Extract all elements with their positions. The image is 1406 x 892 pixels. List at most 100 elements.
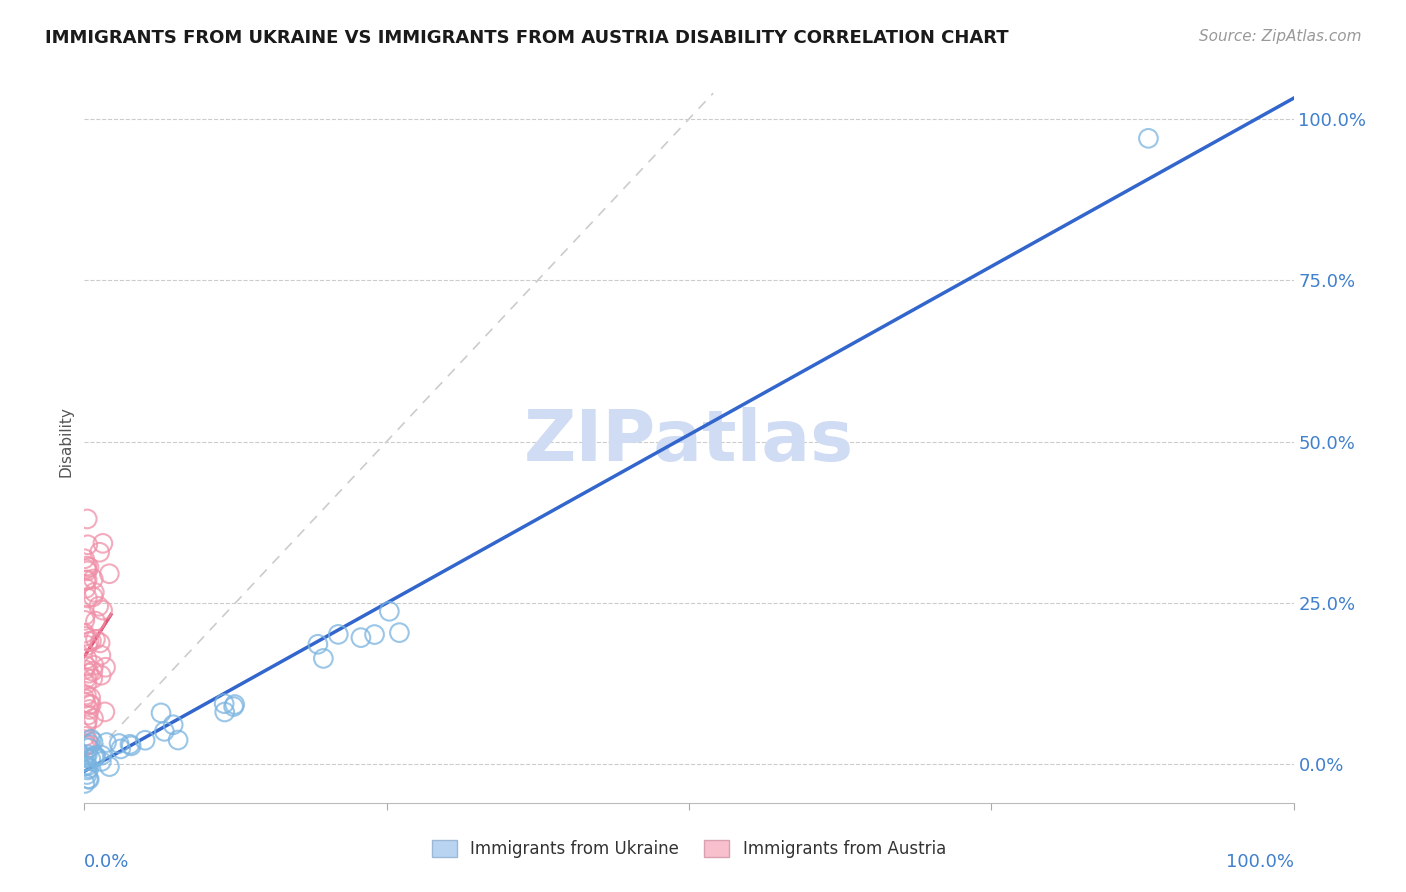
Point xyxy=(76,591,98,605)
Point xyxy=(363,627,385,641)
Point xyxy=(73,758,96,772)
Point xyxy=(150,706,173,720)
Point xyxy=(75,696,97,710)
Point xyxy=(76,564,98,578)
Point xyxy=(73,663,96,677)
Point xyxy=(75,737,97,751)
Point xyxy=(76,652,98,666)
Point xyxy=(76,759,98,773)
Point xyxy=(75,574,97,588)
Point xyxy=(76,562,98,576)
Point xyxy=(76,671,98,685)
Point xyxy=(110,742,132,756)
Point xyxy=(82,590,104,604)
Point xyxy=(76,733,98,747)
Point xyxy=(82,672,104,686)
Point xyxy=(153,724,176,739)
Point xyxy=(91,536,114,550)
Point xyxy=(89,636,111,650)
Text: IMMIGRANTS FROM UKRAINE VS IMMIGRANTS FROM AUSTRIA DISABILITY CORRELATION CHART: IMMIGRANTS FROM UKRAINE VS IMMIGRANTS FR… xyxy=(45,29,1008,47)
Point xyxy=(84,748,107,763)
Point xyxy=(76,573,98,587)
Point xyxy=(84,632,107,647)
Point xyxy=(77,634,100,648)
Point xyxy=(214,705,236,719)
Point xyxy=(378,604,401,618)
Point xyxy=(75,607,97,622)
Point xyxy=(79,737,101,751)
Point xyxy=(312,651,335,665)
Point xyxy=(222,699,245,714)
Point xyxy=(73,614,96,628)
Point xyxy=(76,512,98,526)
Point xyxy=(77,772,100,787)
Point xyxy=(73,551,96,566)
Point xyxy=(80,752,103,766)
Point xyxy=(212,697,235,711)
Point xyxy=(79,702,101,716)
Point xyxy=(80,633,103,648)
Point xyxy=(75,729,97,743)
Point xyxy=(80,732,103,747)
Point xyxy=(77,708,100,723)
Point xyxy=(76,538,98,552)
Point xyxy=(73,629,96,643)
Point xyxy=(167,733,190,747)
Point xyxy=(76,747,98,762)
Text: Source: ZipAtlas.com: Source: ZipAtlas.com xyxy=(1198,29,1361,45)
Point xyxy=(108,737,131,751)
Point xyxy=(75,659,97,673)
Point xyxy=(98,759,121,773)
Point xyxy=(84,614,107,628)
Point xyxy=(73,626,96,640)
Point xyxy=(91,603,114,617)
Point xyxy=(350,631,373,645)
Point xyxy=(224,698,246,712)
Point xyxy=(77,761,100,775)
Point xyxy=(76,763,98,777)
Point xyxy=(80,698,103,712)
Point xyxy=(90,748,112,763)
Point xyxy=(307,637,329,651)
Point xyxy=(82,734,104,748)
Point xyxy=(120,739,142,753)
Point xyxy=(388,625,411,640)
Point xyxy=(73,739,96,754)
Point xyxy=(98,566,121,581)
Point xyxy=(82,711,104,725)
Point xyxy=(96,735,118,749)
Point xyxy=(84,749,107,764)
Point xyxy=(82,665,104,679)
Point xyxy=(75,582,97,596)
Point xyxy=(76,714,98,729)
Point xyxy=(77,560,100,574)
Point xyxy=(83,658,105,673)
Point xyxy=(162,718,184,732)
Point xyxy=(77,772,100,786)
Text: 100.0%: 100.0% xyxy=(1226,854,1294,871)
Text: ZIPatlas: ZIPatlas xyxy=(524,407,853,476)
Point xyxy=(1137,131,1160,145)
Point xyxy=(90,648,112,662)
Legend: Immigrants from Ukraine, Immigrants from Austria: Immigrants from Ukraine, Immigrants from… xyxy=(423,832,955,867)
Point xyxy=(73,776,96,790)
Point xyxy=(76,639,98,653)
Point xyxy=(73,691,96,706)
Point xyxy=(79,690,101,705)
Point xyxy=(90,755,112,769)
Point xyxy=(76,558,98,573)
Point xyxy=(77,666,100,681)
Point xyxy=(76,738,98,752)
Point xyxy=(79,697,101,711)
Point xyxy=(77,741,100,756)
Point xyxy=(76,718,98,732)
Point xyxy=(75,688,97,702)
Point xyxy=(82,572,104,586)
Point xyxy=(87,599,110,614)
Point xyxy=(76,676,98,690)
Point xyxy=(328,627,350,641)
Point xyxy=(94,705,117,719)
Text: 0.0%: 0.0% xyxy=(84,854,129,871)
Point xyxy=(134,733,156,747)
Point xyxy=(83,750,105,764)
